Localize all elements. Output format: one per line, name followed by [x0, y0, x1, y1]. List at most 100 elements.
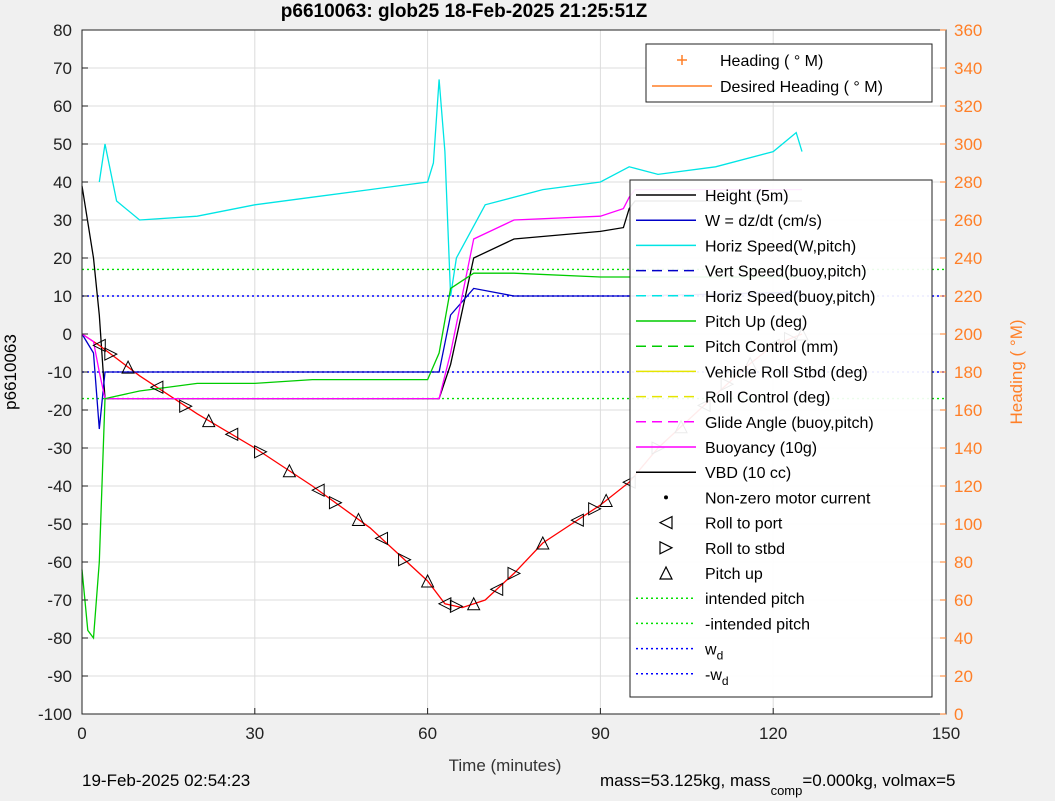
y-tick-label-right: 280 [954, 173, 982, 192]
y-tick-label-right: 220 [954, 287, 982, 306]
y-tick-label-right: 200 [954, 325, 982, 344]
legend-heading-box [645, 43, 933, 103]
footer-mass-suffix: =0.000kg, volmax=5 [802, 771, 956, 790]
roll-marker [121, 359, 135, 374]
y-tick-label-right: 340 [954, 59, 982, 78]
y-tick-label-right: 0 [954, 705, 963, 724]
y-tick-label-right: 100 [954, 515, 982, 534]
roll-marker [179, 399, 193, 414]
y-tick-label-right: 20 [954, 667, 973, 686]
y-tick-label-left: 60 [53, 97, 72, 116]
legend-heading-label: Heading ( ° M) [720, 53, 823, 70]
legend-main-label: -intended pitch [705, 616, 810, 633]
y-tick-label-left: -60 [47, 553, 72, 572]
roll-marker [282, 463, 297, 478]
legend-main-label: Glide Angle (buoy,pitch) [705, 415, 874, 432]
legend-main-label: Horiz Speed(W,pitch) [705, 238, 856, 255]
roll-marker [201, 413, 216, 428]
footer-mass-sub: comp [770, 783, 803, 798]
y-tick-label-right: 160 [954, 401, 982, 420]
y-tick-label-left: 30 [53, 211, 72, 230]
y-tick-label-right: 140 [954, 439, 982, 458]
y-tick-label-left: -10 [47, 363, 72, 382]
legend-sample-triangle [658, 515, 673, 530]
legend-main-label: W = dz/dt (cm/s) [705, 213, 822, 230]
legend-main-label: Vert Speed(buoy,pitch) [705, 264, 867, 281]
roll-marker [254, 444, 268, 459]
y-tick-label-left: -40 [47, 477, 72, 496]
y-tick-label-right: 360 [954, 21, 982, 40]
y-tick-label-left: -30 [47, 439, 72, 458]
legend-main-label: intended pitch [705, 591, 805, 608]
legend-main-label: Horiz Speed(buoy,pitch) [705, 289, 875, 306]
y-tick-label-left: -100 [38, 705, 72, 724]
y-tick-label-right: 180 [954, 363, 982, 382]
legend-main-label: Roll Control (deg) [705, 390, 830, 407]
y-tick-label-left: -80 [47, 629, 72, 648]
legend-main-label: Roll to port [705, 516, 783, 533]
roll-marker [224, 427, 239, 442]
y-tick-label-right: 60 [954, 591, 973, 610]
legend-sample-triangle [659, 540, 674, 555]
y-tick-label-right: 80 [954, 553, 973, 572]
legend-main-label: Pitch up [705, 566, 763, 583]
legend-main-label-sub: d [717, 649, 724, 663]
roll-marker [588, 501, 602, 516]
roll-marker [328, 495, 343, 510]
y-tick-label-right: 300 [954, 135, 982, 154]
y-tick-label-right: 260 [954, 211, 982, 230]
roll-marker [599, 493, 613, 507]
axes: 0 30 60 90 120 150-100-90-80-70-60-50-40-30-2… [38, 21, 982, 743]
chart-title: p6610063: glob25 18-Feb-2025 21:25:51Z [281, 1, 648, 22]
y-tick-label-left: -50 [47, 515, 72, 534]
legend-main-box [629, 179, 933, 698]
x-tick-label: 150 [932, 724, 960, 743]
y-tick-label-left: 0 [63, 325, 72, 344]
legend-main-label: Pitch Up (deg) [705, 314, 807, 331]
y-tick-label-left: 70 [53, 59, 72, 78]
x-axis-label: Time (minutes) [449, 756, 562, 775]
legend-heading-label: Desired Heading ( ° M) [720, 79, 883, 96]
y-axis-label-right: Heading ( °M) [1007, 319, 1026, 424]
roll-marker [466, 596, 481, 611]
roll-marker [398, 552, 412, 567]
legend-sample-dot [664, 495, 668, 500]
y-tick-label-left: -90 [47, 667, 72, 686]
legend-main: Height (5m) W = dz/dt (cm/s) Horiz Speed(W… [629, 179, 933, 698]
y-tick-label-left: 20 [53, 249, 72, 268]
series-line [81, 272, 802, 640]
legend-main-label: VBD (10 cc) [705, 465, 791, 482]
y-tick-label-right: 40 [954, 629, 973, 648]
x-tick-label: 60 [418, 724, 437, 743]
y-tick-label-right: 120 [954, 477, 982, 496]
y-tick-label-right: 320 [954, 97, 982, 116]
legend-main-label: Non-zero motor current [705, 490, 871, 507]
y-tick-label-left: 50 [53, 135, 72, 154]
legend-main-label-sub: d [722, 674, 729, 688]
y-tick-label-left: 10 [53, 287, 72, 306]
roll-marker [449, 599, 464, 614]
roll-marker [351, 512, 366, 526]
y-tick-label-left: -70 [47, 591, 72, 610]
legend-heading: Heading ( ° M) Desired Heading ( ° M) [645, 43, 933, 103]
roll-marker [92, 338, 106, 353]
footer-mass-info: mass=53.125kg, masscomp=0.000kg, volmax=… [600, 771, 956, 798]
series-line [81, 185, 802, 400]
footer-timestamp: 19-Feb-2025 02:54:23 [82, 771, 251, 790]
roll-marker [311, 483, 325, 497]
legend-main-label: Buoyancy (10g) [705, 440, 817, 457]
x-tick-label: 30 [245, 724, 264, 743]
roll-marker [374, 531, 389, 546]
y-tick-label-left: -20 [47, 401, 72, 420]
legend-main-label: Pitch Control (mm) [705, 339, 838, 356]
legend-main-label: Roll to stbd [705, 541, 785, 558]
roll-marker [104, 347, 118, 361]
roll-marker [149, 380, 164, 395]
series-line [98, 79, 803, 297]
roll-marker [420, 573, 435, 588]
x-tick-label: 0 [77, 724, 86, 743]
legend-main-label: Vehicle Roll Stbd (deg) [705, 364, 868, 381]
series-line [81, 287, 803, 430]
series-line [81, 188, 802, 400]
